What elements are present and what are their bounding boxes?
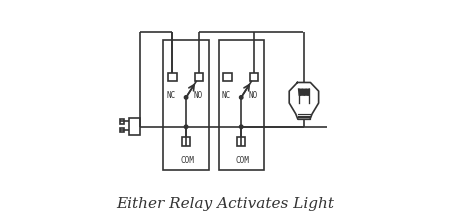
Text: Either Relay Activates Light: Either Relay Activates Light [116, 197, 334, 211]
Bar [129, 118, 140, 135]
Circle shape [184, 96, 188, 99]
Bar [163, 40, 209, 170]
Bar [195, 72, 203, 81]
Bar [120, 119, 124, 124]
Bar [182, 137, 190, 146]
Text: NC: NC [167, 91, 176, 100]
Bar [237, 137, 245, 146]
Circle shape [239, 96, 243, 99]
Bar [219, 40, 264, 170]
Bar [168, 72, 176, 81]
Text: NO: NO [193, 91, 202, 100]
Text: NO: NO [248, 91, 257, 100]
Bar [224, 72, 232, 81]
Text: COM: COM [180, 155, 194, 164]
Bar [250, 72, 258, 81]
Text: COM: COM [235, 155, 249, 164]
Bar [120, 128, 124, 132]
Circle shape [184, 125, 188, 129]
Text: NC: NC [222, 91, 231, 100]
Circle shape [239, 125, 243, 129]
